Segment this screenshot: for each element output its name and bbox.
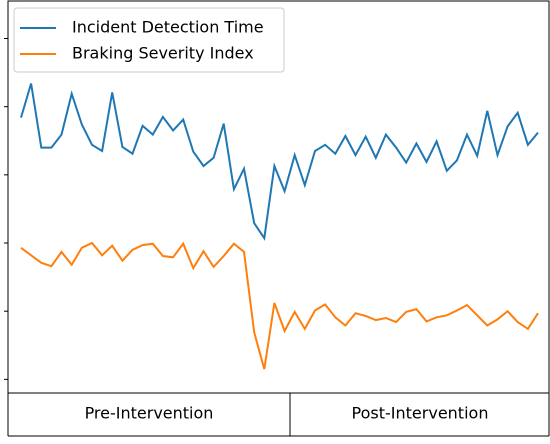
legend-label: Incident Detection Time xyxy=(72,18,264,37)
axes-frame xyxy=(7,0,550,394)
group-label: Post-Intervention xyxy=(352,404,489,423)
legend-label: Braking Severity Index xyxy=(72,44,254,63)
line-series xyxy=(20,241,539,370)
legend-box xyxy=(13,7,285,73)
group-label: Pre-Intervention xyxy=(85,404,214,423)
line-series xyxy=(20,83,539,241)
